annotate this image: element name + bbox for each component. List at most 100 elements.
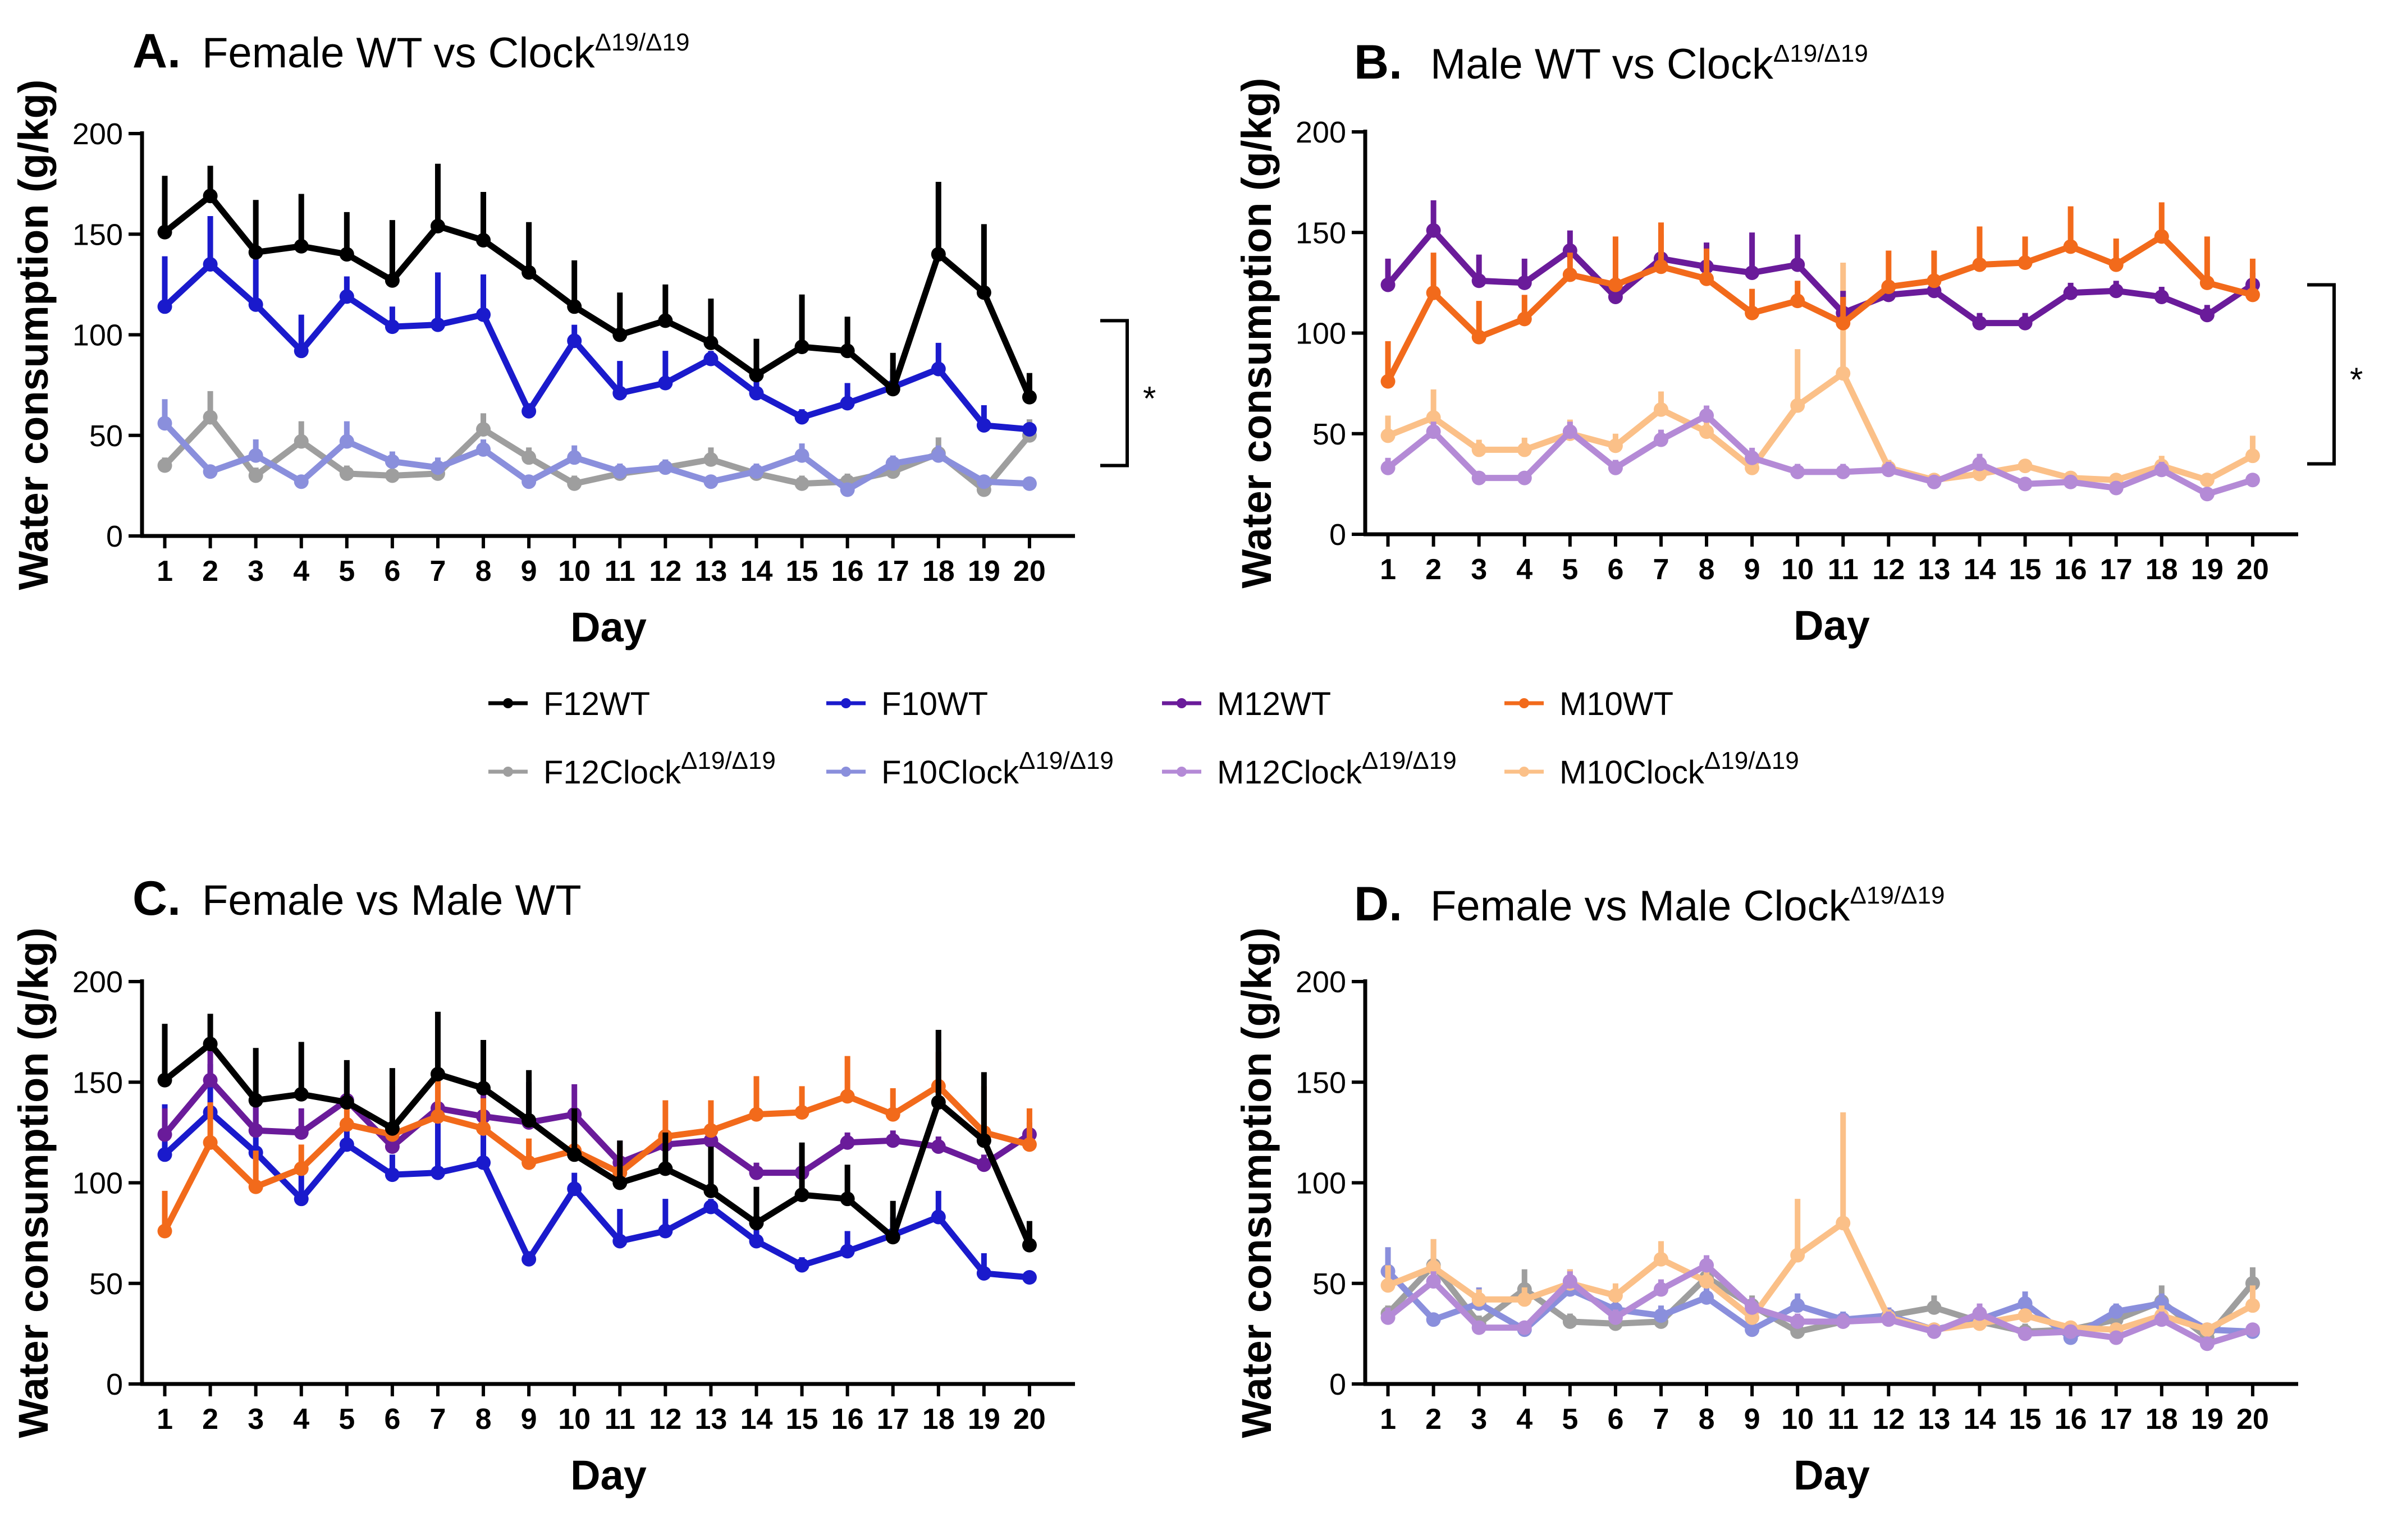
data-point [2199, 1322, 2215, 1337]
legend-item-F10WT: F10WT [826, 686, 988, 722]
data-point [294, 239, 309, 254]
data-point [1745, 1322, 1760, 1337]
significance-star: * [2350, 361, 2363, 398]
data-point [248, 245, 263, 260]
series-M12C [1380, 405, 2260, 502]
x-axis-label: Day [1794, 1452, 1870, 1498]
data-point [1608, 1288, 1623, 1303]
y-tick-label: 0 [106, 1368, 123, 1401]
legend-item-M12C: M12ClockΔ19/Δ19 [1162, 747, 1457, 791]
x-tick-label: 10 [1781, 553, 1814, 586]
x-tick-label: 19 [2191, 553, 2224, 586]
y-tick-label: 100 [72, 319, 123, 352]
data-point [521, 265, 537, 280]
data-point [2154, 229, 2169, 244]
data-point [794, 476, 809, 491]
data-point [976, 418, 991, 433]
x-tick-label: 9 [521, 555, 537, 588]
x-tick-label: 19 [2191, 1403, 2224, 1436]
x-tick-label: 17 [877, 555, 909, 588]
panel-letter: B. [1354, 35, 1402, 89]
panel-title: Female vs Male WT [202, 877, 582, 924]
data-point [521, 474, 537, 489]
legend-marker [1519, 767, 1529, 777]
legend-label: F12ClockΔ19/Δ19 [543, 747, 776, 791]
data-point [658, 313, 673, 328]
data-point [658, 460, 673, 475]
data-point [1562, 243, 1577, 258]
data-point [1790, 294, 1805, 309]
x-tick-label: 20 [2236, 553, 2269, 586]
data-point [703, 1133, 719, 1148]
data-point [1699, 408, 1714, 423]
data-point [976, 1266, 991, 1281]
data-point [1836, 1314, 1851, 1329]
data-point [1745, 265, 1760, 280]
data-point [2018, 476, 2033, 492]
data-point [976, 474, 991, 489]
x-tick-label: 4 [1516, 1403, 1532, 1436]
data-point [1471, 442, 1486, 457]
data-point [521, 1155, 537, 1170]
data-point [612, 1175, 628, 1190]
data-point [430, 1165, 445, 1180]
series-line [162, 1109, 1030, 1281]
legend-marker [503, 767, 513, 777]
y-tick-label: 200 [1296, 965, 1346, 999]
panel-title: Male WT vs ClockΔ19/Δ19 [1430, 40, 1868, 88]
x-tick-label: 17 [2100, 1403, 2133, 1436]
data-point [339, 466, 354, 481]
legend-marker [1519, 698, 1529, 708]
data-point [2108, 480, 2124, 496]
data-point [1022, 476, 1037, 491]
data-point [521, 1113, 537, 1128]
data-point [1517, 1320, 1532, 1335]
data-point [476, 1155, 491, 1170]
x-tick-label: 13 [694, 1403, 727, 1436]
data-point [2018, 1326, 2033, 1341]
legend-marker [1177, 767, 1187, 777]
x-tick-label: 15 [2009, 1403, 2042, 1436]
series-line [162, 1077, 1031, 1176]
data-point [339, 1137, 354, 1152]
legend-marker [503, 698, 513, 708]
data-point [931, 247, 946, 262]
data-point [612, 386, 628, 401]
data-point [1426, 1312, 1441, 1327]
y-tick-label: 200 [1296, 116, 1346, 149]
data-point [976, 285, 991, 300]
series-F12WT [157, 1011, 1037, 1253]
data-point [430, 317, 445, 332]
data-point [157, 224, 172, 240]
series-line [162, 1083, 1031, 1233]
data-point [794, 1188, 809, 1203]
data-point [658, 1161, 673, 1176]
x-tick-label: 12 [1872, 553, 1905, 586]
x-tick-label: 6 [1607, 1403, 1623, 1436]
y-axis-label: Water consumption (g/kg) [1233, 928, 1280, 1438]
data-point [931, 448, 946, 463]
x-tick-label: 4 [293, 555, 309, 588]
significance-star: * [1143, 379, 1156, 417]
legend-label: F12WT [543, 686, 650, 722]
data-point [1836, 366, 1851, 381]
data-point [1426, 424, 1441, 439]
series-F12C [157, 391, 1037, 497]
x-tick-label: 1 [1380, 1403, 1396, 1436]
series-line [1387, 1220, 2254, 1333]
data-point [1972, 257, 1987, 272]
data-point [1790, 1324, 1805, 1339]
data-point [157, 458, 172, 473]
data-point [1699, 271, 1714, 286]
data-point [840, 343, 855, 359]
legend-item-M10C: M10ClockΔ19/Δ19 [1504, 747, 1799, 791]
data-point [294, 1161, 309, 1176]
legend-item-M12WT: M12WT [1162, 686, 1331, 722]
data-point [931, 1139, 946, 1154]
data-point [840, 396, 855, 411]
data-point [794, 1258, 809, 1273]
data-point [1562, 424, 1577, 439]
panel-title: Female vs Male ClockΔ19/Δ19 [1430, 882, 1945, 930]
y-tick-label: 150 [1296, 216, 1346, 250]
